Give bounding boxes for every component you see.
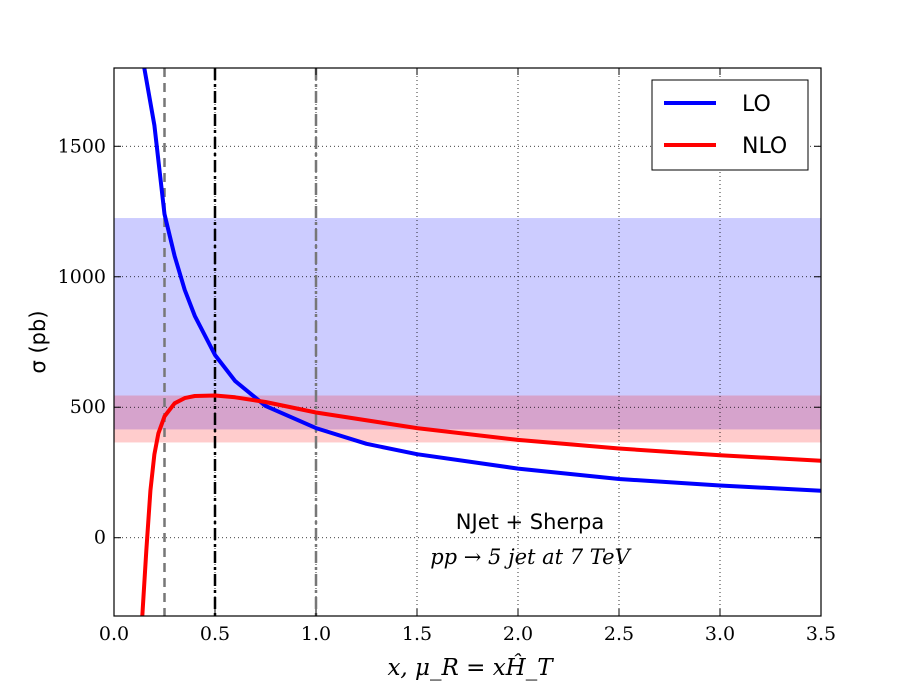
axis-ticks <box>113 68 822 616</box>
annotation-generator: NJet + Sherpa <box>456 510 604 534</box>
x-tick-label-5: 2.5 <box>604 623 634 645</box>
band-0 <box>114 218 821 430</box>
x-axis-label: x, μ_R = xĤ_T <box>387 654 554 681</box>
reference-lines <box>163 68 318 616</box>
legend: LO NLO <box>651 79 809 171</box>
grid <box>114 68 821 616</box>
y-axis-label: σ (pb) <box>26 310 50 373</box>
x-tick-labels: 0.0 0.5 1.0 1.5 2.0 2.5 3.0 3.5 <box>99 623 836 645</box>
y-tick-label-3: 1500 <box>58 135 106 157</box>
x-tick-label-6: 3.0 <box>705 623 735 645</box>
series-nlo-line <box>140 393 821 616</box>
x-tick-label-4: 2.0 <box>503 623 533 645</box>
legend-nlo-label: NLO <box>742 134 787 159</box>
legend-box <box>651 79 809 171</box>
x-tick-label-1: 0.5 <box>200 623 230 645</box>
plot-frame <box>113 67 822 617</box>
x-tick-label-0: 0.0 <box>99 623 129 645</box>
y-tick-label-2: 1000 <box>58 266 106 288</box>
legend-lo-label: LO <box>742 92 771 117</box>
y-tick-label-1: 500 <box>70 396 106 418</box>
series-lines <box>140 68 821 616</box>
x-tick-label-7: 3.5 <box>806 623 836 645</box>
bands <box>114 218 821 443</box>
y-tick-label-0: 0 <box>94 527 106 549</box>
series-lo-line <box>142 68 821 493</box>
x-tick-label-2: 1.0 <box>301 623 331 645</box>
y-tick-labels: 0 500 1000 1500 <box>58 135 106 548</box>
x-tick-label-3: 1.5 <box>402 623 432 645</box>
annotation-process: pp → 5 jet at 7 TeV <box>430 545 631 569</box>
